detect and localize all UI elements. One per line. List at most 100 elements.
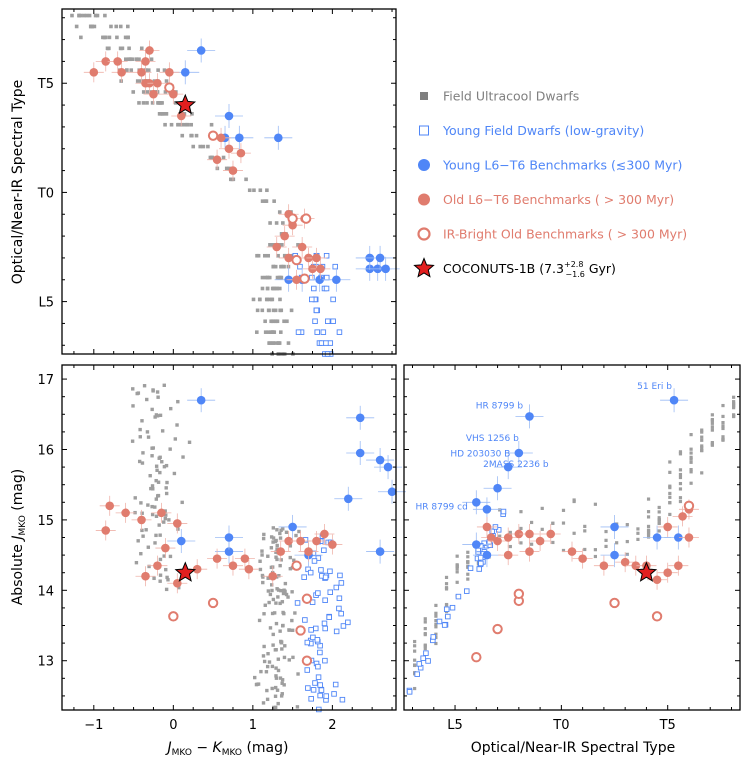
field-dwarf-marker: [293, 611, 297, 615]
field-dwarf-marker: [180, 500, 184, 505]
field-dwarf-marker: [274, 555, 278, 559]
field-dwarf-marker: [221, 155, 226, 160]
field-dwarf-marker: [292, 558, 296, 562]
field-dwarf-marker: [289, 308, 294, 313]
young-benchmark-marker: [375, 455, 385, 465]
field-dwarf-marker: [124, 57, 128, 62]
field-dwarf-marker: [710, 441, 714, 445]
y-tick-label: T5: [37, 77, 54, 92]
field-dwarf-marker: [274, 674, 278, 678]
young-benchmark-marker: [381, 264, 390, 274]
field-dwarf-marker: [271, 536, 276, 540]
ir-bright-benchmark-marker: [609, 597, 620, 609]
field-dwarf-marker: [279, 558, 283, 562]
field-dwarf-marker: [127, 57, 132, 62]
field-dwarf-marker: [141, 451, 145, 455]
field-dwarf-marker: [147, 564, 151, 569]
field-dwarf-marker: [678, 499, 683, 504]
field-dwarf-marker: [150, 454, 154, 458]
old-benchmark-marker: [297, 242, 307, 252]
field-dwarf-marker: [721, 403, 725, 408]
field-dwarf-marker: [423, 620, 427, 624]
young-benchmark-marker: [514, 448, 524, 458]
old-benchmark-marker: [272, 242, 282, 252]
field-dwarf-marker: [732, 406, 736, 410]
field-dwarf-marker: [210, 155, 215, 160]
young-field-dwarf-marker: [322, 597, 328, 603]
field-dwarf-marker: [274, 601, 278, 605]
field-dwarf-marker: [142, 384, 147, 388]
young-field-dwarf-marker: [477, 555, 484, 561]
field-dwarf-marker: [278, 330, 283, 334]
old-benchmark-marker: [631, 561, 641, 570]
old-benchmark-marker: [137, 515, 146, 525]
field-dwarf-marker: [260, 549, 264, 553]
old-benchmark-marker: [276, 547, 285, 556]
field-dwarf-marker: [125, 24, 130, 29]
y-tick-label: 17: [37, 373, 54, 388]
field-dwarf-marker: [278, 531, 282, 536]
field-dwarf-marker: [162, 520, 166, 524]
field-dwarf-marker: [268, 243, 273, 247]
field-dwarf-marker: [167, 518, 171, 522]
young-field-dwarf-marker: [478, 560, 484, 567]
field-dwarf-marker: [172, 471, 177, 476]
field-dwarf-marker: [291, 655, 295, 660]
field-dwarf-marker: [227, 166, 231, 171]
field-dwarf-marker: [466, 560, 470, 564]
field-dwarf-marker: [282, 655, 287, 660]
ir-bright-benchmark-marker: [291, 254, 302, 266]
field-dwarf-marker: [689, 457, 693, 461]
field-dwarf-marker: [434, 622, 438, 626]
field-dwarf-marker: [700, 430, 704, 434]
field-dwarf-marker: [657, 505, 661, 510]
field-dwarf-marker: [267, 660, 272, 664]
field-dwarf-marker: [261, 536, 266, 541]
field-dwarf-marker: [154, 514, 159, 518]
field-dwarf-marker: [179, 122, 184, 127]
field-dwarf-marker: [657, 521, 661, 525]
field-dwarf-marker: [260, 308, 265, 313]
young-benchmark-marker: [180, 68, 190, 77]
young-benchmark-marker: [669, 395, 679, 405]
field-dwarf-marker: [156, 480, 161, 484]
field-dwarf-marker: [194, 133, 199, 138]
old-benchmark-marker: [493, 536, 502, 546]
field-dwarf-marker: [90, 24, 94, 29]
field-dwarf-marker: [275, 528, 279, 532]
field-dwarf-marker: [129, 68, 134, 72]
field-dwarf-marker: [275, 688, 280, 692]
field-dwarf-marker: [191, 144, 196, 149]
old-benchmark-marker: [141, 57, 150, 66]
field-dwarf-marker: [710, 425, 714, 429]
old-benchmark-marker: [312, 253, 321, 263]
young-field-dwarf-marker: [318, 687, 325, 693]
old-benchmark-marker: [212, 554, 222, 563]
old-benchmark-marker: [141, 78, 150, 88]
old-benchmark-marker: [165, 68, 174, 77]
field-dwarf-marker: [148, 473, 152, 478]
field-dwarf-marker: [164, 463, 169, 468]
field-dwarf-marker: [114, 24, 119, 29]
field-dwarf-marker: [182, 122, 187, 127]
young-field-dwarf-marker: [317, 692, 323, 699]
field-dwarf-marker: [265, 688, 269, 693]
young-field-dwarf-marker: [323, 285, 330, 292]
field-dwarf-marker: [271, 540, 275, 544]
young-field-dwarf-marker: [455, 593, 462, 600]
field-dwarf-marker: [278, 563, 282, 568]
field-dwarf-marker: [273, 264, 278, 269]
field-dwarf-marker: [287, 628, 292, 632]
old-benchmark-marker: [535, 536, 545, 546]
young-field-dwarf-marker: [312, 680, 318, 686]
field-dwarf-marker: [276, 668, 281, 673]
young-benchmark-marker: [176, 536, 186, 546]
young-field-dwarf-marker: [339, 696, 346, 703]
field-dwarf-marker: [140, 528, 144, 533]
field-dwarf-marker: [153, 415, 157, 419]
field-dwarf-marker: [271, 341, 275, 345]
field-dwarf-marker: [444, 575, 449, 580]
young-benchmark-marker: [355, 448, 365, 458]
young-field-dwarf-marker: [345, 619, 351, 626]
young-field-dwarf-marker: [425, 658, 431, 664]
